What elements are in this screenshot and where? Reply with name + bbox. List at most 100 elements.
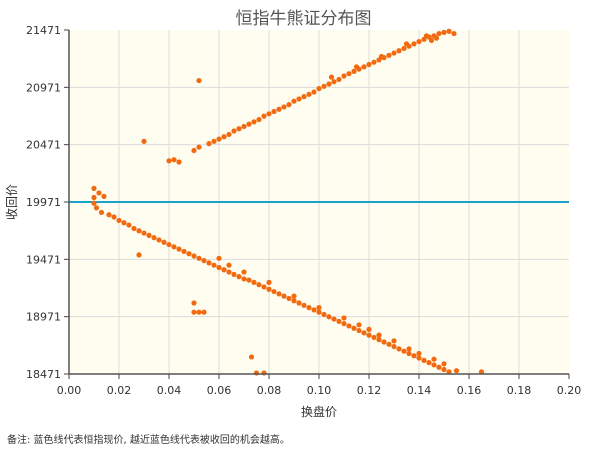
data-point [171, 244, 177, 250]
data-point [386, 341, 392, 347]
data-point [266, 286, 272, 292]
data-point [401, 348, 407, 354]
data-point [281, 293, 287, 299]
data-point [341, 315, 347, 321]
data-point [411, 41, 417, 47]
data-point [416, 355, 422, 361]
data-point [366, 61, 372, 68]
data-point [296, 96, 302, 102]
y-tick-label: 20471 [26, 139, 61, 152]
data-point [131, 225, 137, 232]
data-point [291, 298, 297, 304]
data-point [211, 262, 217, 268]
data-point [271, 108, 277, 115]
data-point [191, 309, 197, 315]
data-point [441, 361, 447, 367]
data-point [326, 314, 332, 320]
x-tick-label: 0.00 [57, 384, 82, 397]
data-point [156, 237, 162, 243]
data-point [256, 282, 262, 288]
data-point [428, 37, 435, 44]
data-point [116, 217, 122, 224]
data-point [321, 311, 327, 318]
data-point [391, 338, 397, 344]
data-point [306, 305, 312, 311]
data-point [316, 309, 322, 315]
data-point [356, 322, 362, 328]
data-point [436, 364, 442, 370]
data-point [478, 369, 485, 375]
data-point [196, 144, 202, 150]
data-point [241, 276, 247, 282]
x-tick-label: 0.16 [457, 384, 482, 397]
data-point [381, 339, 387, 345]
data-point [166, 241, 172, 248]
data-point [216, 264, 222, 271]
data-point [416, 38, 422, 45]
data-point [253, 370, 260, 376]
data-point [431, 356, 437, 362]
data-point [226, 131, 232, 138]
data-point [311, 89, 317, 95]
data-point [211, 138, 217, 144]
data-point [236, 126, 242, 132]
data-point [301, 94, 307, 100]
data-point [121, 220, 127, 226]
x-tick-label: 0.08 [257, 384, 282, 397]
data-point [261, 113, 267, 119]
data-point [221, 267, 227, 273]
data-point [356, 327, 362, 334]
data-point [441, 29, 447, 36]
data-point [423, 33, 430, 39]
data-point [191, 253, 197, 259]
data-point [446, 28, 452, 34]
data-point [371, 59, 377, 65]
data-point [191, 147, 197, 154]
data-point [141, 138, 147, 144]
data-point [296, 300, 302, 306]
data-point [336, 76, 342, 83]
data-point [196, 255, 202, 261]
data-point [396, 346, 402, 352]
data-point [366, 332, 372, 338]
data-point [346, 323, 352, 329]
x-tick-label: 0.02 [107, 384, 132, 397]
data-point [256, 116, 262, 123]
data-point [321, 83, 327, 89]
data-point [106, 212, 112, 218]
data-point [301, 302, 307, 308]
data-point [421, 357, 427, 363]
data-point [391, 343, 397, 350]
chart-title: 恒指牛熊证分布图 [235, 9, 372, 29]
data-point [446, 369, 452, 375]
data-point [151, 235, 157, 241]
data-point [251, 279, 257, 285]
data-point [206, 141, 212, 147]
data-point [251, 119, 257, 125]
data-point [341, 321, 347, 327]
data-point [351, 325, 357, 331]
data-point [201, 309, 207, 315]
x-axis-ticks: 0.00 0.02 0.04 0.06 0.08 0.10 0.12 0.14 0.16 0.18… [57, 374, 581, 397]
data-point [216, 136, 222, 142]
data-point [136, 252, 142, 258]
data-point [341, 73, 347, 79]
data-point [316, 305, 322, 311]
data-point [361, 330, 367, 336]
data-point [331, 316, 337, 322]
data-point [171, 157, 177, 163]
data-point [96, 190, 102, 196]
data-point [226, 262, 232, 268]
data-point [261, 284, 267, 290]
data-point [416, 350, 422, 357]
data-point [426, 360, 432, 366]
footnote: 备注: 蓝色线代表恒指现价, 越近蓝色线代表被收回的机会越高。 [7, 435, 290, 446]
data-point [306, 91, 312, 97]
data-point [286, 102, 292, 108]
data-point [406, 346, 412, 352]
data-point [401, 45, 407, 52]
y-tick-label: 18471 [26, 368, 61, 381]
data-point [176, 159, 182, 165]
data-point [126, 222, 132, 228]
